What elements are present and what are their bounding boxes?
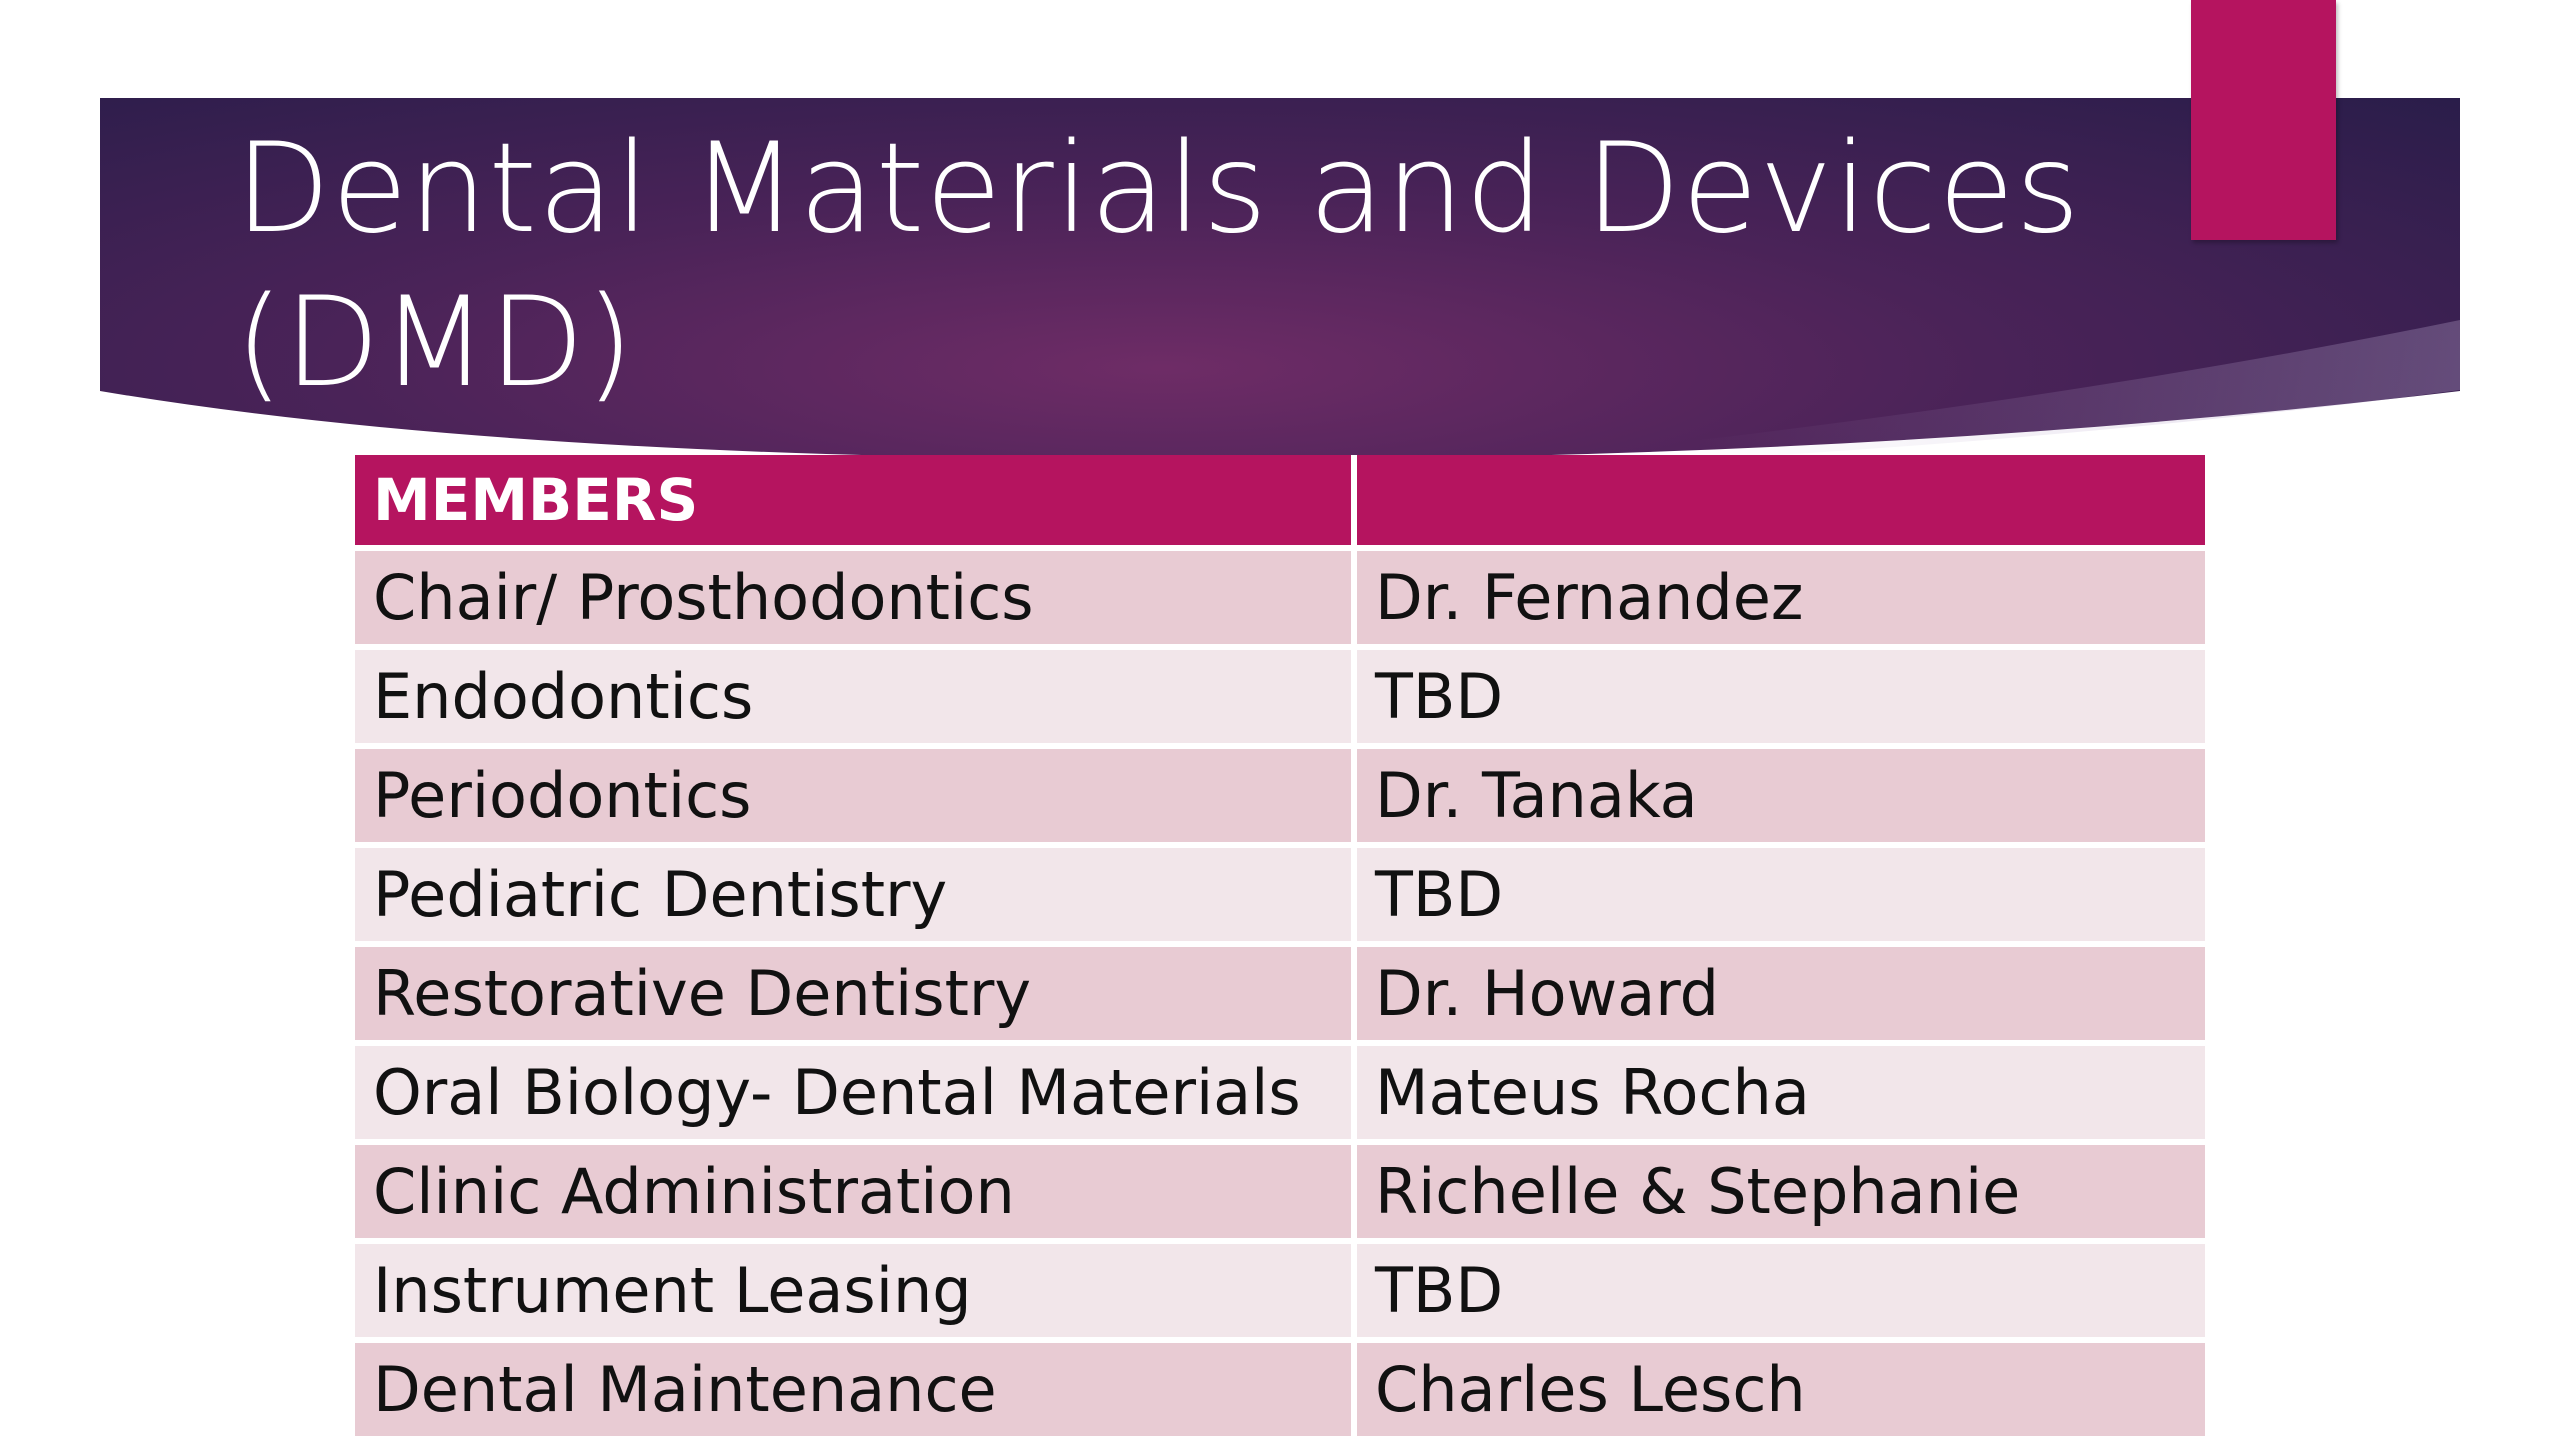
accent-bar	[2191, 0, 2336, 240]
member-cell: Richelle & Stephanie	[1354, 1142, 2205, 1244]
members-table: MEMBERS Chair/ Prosthodontics Dr. Fernan…	[355, 455, 2205, 1442]
table-row: Restorative Dentistry Dr. Howard	[355, 944, 2205, 1046]
member-cell: TBD	[1354, 845, 2205, 947]
member-cell: Charles Lesch	[1354, 1340, 2205, 1442]
role-cell: Restorative Dentistry	[355, 944, 1357, 1046]
slide-title: Dental Materials and Devices (DMD)	[235, 112, 2155, 420]
title-banner	[100, 98, 2460, 458]
slide-title-line2: (DMD)	[235, 271, 635, 415]
header-cell-members: MEMBERS	[355, 455, 1357, 551]
member-cell: TBD	[1354, 647, 2205, 749]
member-cell: Mateus Rocha	[1354, 1043, 2205, 1145]
table-row: Clinic Administration Richelle & Stephan…	[355, 1142, 2205, 1244]
slide-title-line1: Dental Materials and Devices	[235, 117, 2081, 261]
role-cell: Endodontics	[355, 647, 1357, 749]
role-cell: Chair/ Prosthodontics	[355, 548, 1357, 650]
role-cell: Pediatric Dentistry	[355, 845, 1357, 947]
table-row: Dental Maintenance Charles Lesch	[355, 1340, 2205, 1442]
role-cell: Dental Maintenance	[355, 1340, 1357, 1442]
role-cell: Oral Biology- Dental Materials	[355, 1043, 1357, 1145]
role-cell: Clinic Administration	[355, 1142, 1357, 1244]
table-row: Chair/ Prosthodontics Dr. Fernandez	[355, 548, 2205, 650]
table-row: Periodontics Dr. Tanaka	[355, 746, 2205, 848]
member-cell: Dr. Howard	[1354, 944, 2205, 1046]
table-row: Pediatric Dentistry TBD	[355, 845, 2205, 947]
header-cell-blank	[1354, 455, 2205, 551]
member-cell: TBD	[1354, 1241, 2205, 1343]
table-row: Oral Biology- Dental Materials Mateus Ro…	[355, 1043, 2205, 1145]
table-header-row: MEMBERS	[355, 455, 2205, 551]
role-cell: Periodontics	[355, 746, 1357, 848]
table-row: Endodontics TBD	[355, 647, 2205, 749]
role-cell: Instrument Leasing	[355, 1241, 1357, 1343]
table-row: Instrument Leasing TBD	[355, 1241, 2205, 1343]
member-cell: Dr. Fernandez	[1354, 548, 2205, 650]
member-cell: Dr. Tanaka	[1354, 746, 2205, 848]
